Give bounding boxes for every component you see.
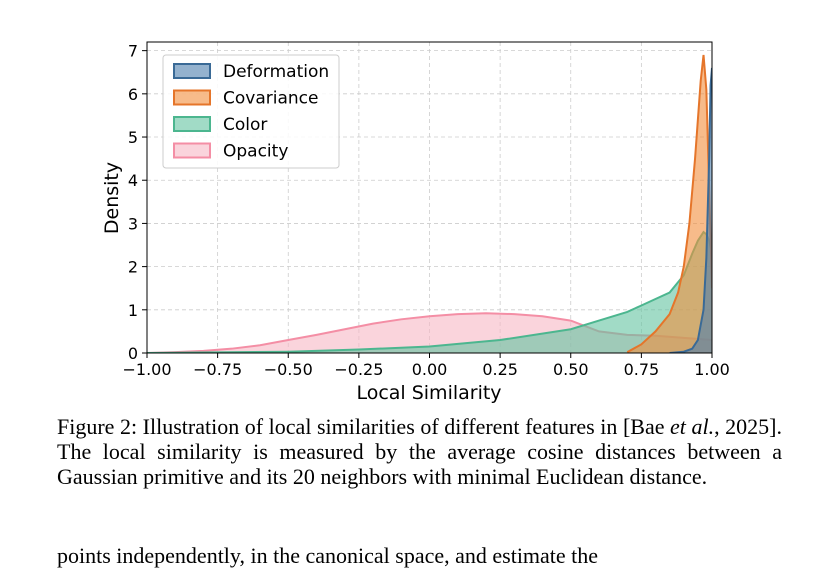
y-tick-label: 2 [128, 258, 138, 277]
x-tick-label: 0.25 [482, 360, 518, 379]
y-tick-label: 5 [128, 128, 138, 147]
x-tick-label: −0.25 [334, 360, 383, 379]
density-chart: −1.00 −0.75 −0.50 −0.25 0.00 0.25 0.50 0.75 1.00… [101, 41, 730, 404]
legend-swatch [173, 63, 211, 79]
line-deformation [669, 67, 712, 353]
legend-label: Deformation [223, 62, 329, 82]
legend-label: Color [223, 115, 267, 135]
x-tick-label: −0.50 [264, 360, 313, 379]
y-tick-label: 6 [128, 85, 138, 104]
y-tick-label: 7 [128, 42, 138, 61]
x-tick-label: 0.50 [553, 360, 589, 379]
y-axis: 0 1 2 3 4 5 6 7 [128, 42, 147, 363]
y-tick-label: 3 [128, 214, 138, 233]
x-axis-label: Local Similarity [356, 382, 501, 404]
y-tick-label: 4 [128, 171, 138, 190]
legend-swatch [173, 89, 211, 106]
plot-areas [147, 54, 712, 353]
legend-box [162, 54, 340, 169]
caption-label: Figure 2: [57, 414, 138, 439]
y-axis-label: Density [101, 162, 123, 234]
x-axis: −1.00 −0.75 −0.50 −0.25 0.00 0.25 0.50 0.75 1.00 [122, 353, 730, 379]
x-tick-label: 1.00 [694, 360, 730, 379]
legend-swatch [173, 116, 211, 132]
caption-text-2: , 2025]. The local similarity is measure… [57, 414, 782, 489]
x-tick-label: 0.00 [412, 360, 448, 379]
grid [146, 42, 713, 354]
x-tick-label: 0.75 [624, 360, 660, 379]
y-tick-label: 1 [128, 301, 138, 320]
legend-swatch [173, 142, 211, 159]
legend-label: Covariance [223, 89, 318, 109]
line-covariance [626, 54, 712, 353]
figure-caption: Figure 2: Illustration of local similari… [57, 414, 782, 489]
x-tick-label: −0.75 [193, 360, 242, 379]
x-tick-label: −1.00 [122, 360, 171, 379]
legend: Deformation Covariance Color Opacity [162, 54, 340, 169]
caption-italic: et al. [670, 414, 715, 439]
legend-label: Opacity [223, 142, 288, 162]
caption-text-1: Illustration of local similarities of di… [137, 414, 671, 439]
area-covariance [627, 54, 712, 353]
area-deformation [669, 67, 712, 353]
y-tick-label: 0 [128, 344, 138, 363]
body-text-cutoff: points independently, in the canonical s… [57, 543, 599, 568]
